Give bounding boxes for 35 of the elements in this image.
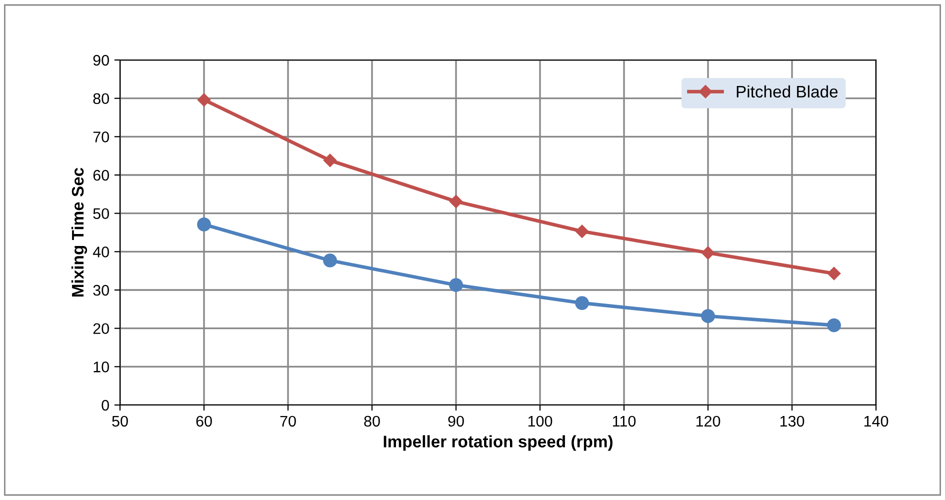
point xyxy=(323,254,337,268)
x-tick-label: 120 xyxy=(696,416,720,427)
point xyxy=(701,309,715,324)
y-tick-label: 0 xyxy=(102,400,109,411)
x-tick-label: 140 xyxy=(864,416,888,427)
point xyxy=(197,218,211,232)
y-tick-label: 80 xyxy=(93,93,109,104)
legend-label: Pitched Blade xyxy=(736,85,838,98)
point xyxy=(701,246,715,260)
x-tick-label: 90 xyxy=(448,416,464,427)
point xyxy=(827,266,841,280)
y-tick-label: 60 xyxy=(93,170,109,181)
y-tick-label: 30 xyxy=(93,284,109,296)
point xyxy=(449,194,463,208)
x-tick-label: 130 xyxy=(780,416,804,427)
point xyxy=(323,154,337,168)
x-tick-label: 110 xyxy=(613,416,636,427)
y-tick-label: 50 xyxy=(93,208,109,220)
point xyxy=(575,224,589,238)
y-tick-label: 40 xyxy=(92,246,109,258)
x-tick-label: 60 xyxy=(196,416,212,427)
point xyxy=(575,296,589,310)
point xyxy=(827,318,841,332)
x-tick-label: 100 xyxy=(528,416,552,427)
x-tick-label: 70 xyxy=(280,416,296,427)
y-axis-title: Mixing Time Sec xyxy=(71,168,88,297)
y-tick-label: 70 xyxy=(93,132,109,142)
point xyxy=(197,93,211,106)
x-axis-title: Impeller rotation speed (rpm) xyxy=(384,435,612,451)
y-tick-label: 10 xyxy=(94,362,109,372)
point xyxy=(449,278,463,292)
y-tick-label: 20 xyxy=(93,323,109,334)
x-tick-label: 80 xyxy=(364,416,380,427)
y-tick-label: 90 xyxy=(93,54,109,66)
x-tick-label: 50 xyxy=(112,416,128,427)
